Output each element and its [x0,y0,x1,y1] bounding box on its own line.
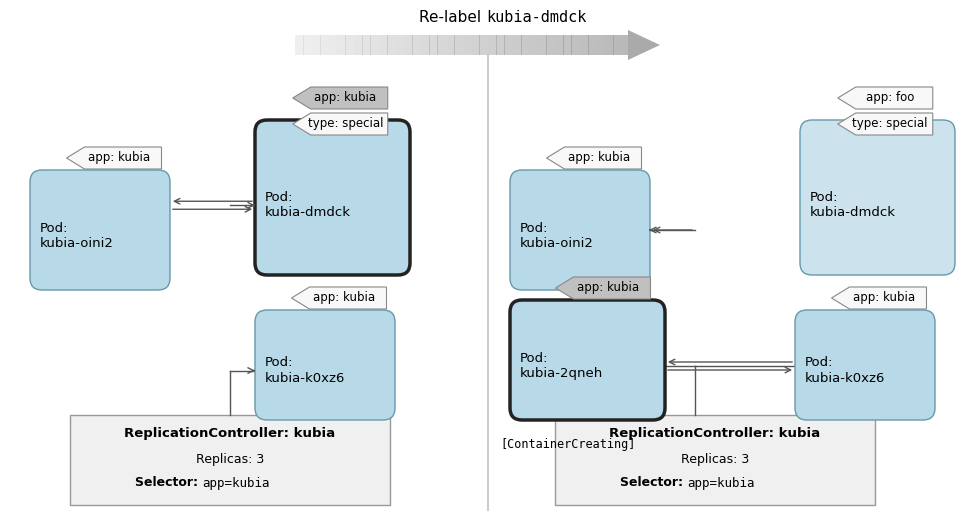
FancyBboxPatch shape [396,35,404,55]
FancyBboxPatch shape [555,415,875,505]
Text: app: kubia: app: kubia [88,152,150,164]
Text: type: special: type: special [308,118,383,131]
FancyBboxPatch shape [446,35,454,55]
FancyBboxPatch shape [320,35,329,55]
Text: Pod:
kubia-dmdck: Pod: kubia-dmdck [810,191,896,219]
Text: Pod:
kubia-oini2: Pod: kubia-oini2 [40,222,114,250]
FancyBboxPatch shape [295,35,304,55]
Polygon shape [628,30,660,60]
Text: Re-label: Re-label [419,10,486,26]
Text: app: kubia: app: kubia [577,282,639,295]
FancyBboxPatch shape [572,35,580,55]
FancyBboxPatch shape [70,415,390,505]
Polygon shape [831,287,926,309]
Text: Replicas: 3: Replicas: 3 [195,453,264,467]
FancyBboxPatch shape [795,310,935,420]
FancyBboxPatch shape [412,35,421,55]
Polygon shape [546,147,642,169]
Polygon shape [293,113,388,135]
FancyBboxPatch shape [510,170,650,290]
Text: Pod:
kubia-2qneh: Pod: kubia-2qneh [520,352,603,380]
Polygon shape [837,87,933,109]
FancyBboxPatch shape [488,35,496,55]
FancyBboxPatch shape [345,35,354,55]
Text: app=kubia: app=kubia [202,476,270,489]
Text: kubia-dmdck: kubia-dmdck [486,10,586,26]
Polygon shape [293,87,388,109]
FancyBboxPatch shape [614,35,622,55]
Text: ReplicationController: kubia: ReplicationController: kubia [610,427,821,439]
Text: Pod:
kubia-dmdck: Pod: kubia-dmdck [265,191,351,219]
Polygon shape [837,113,933,135]
FancyBboxPatch shape [462,35,471,55]
Text: Replicas: 3: Replicas: 3 [681,453,749,467]
FancyBboxPatch shape [421,35,430,55]
Text: app=kubia: app=kubia [687,476,754,489]
Text: type: special: type: special [853,118,928,131]
FancyBboxPatch shape [546,35,555,55]
Text: app: kubia: app: kubia [313,291,375,304]
Text: app: foo: app: foo [866,91,914,104]
FancyBboxPatch shape [513,35,522,55]
FancyBboxPatch shape [538,35,547,55]
FancyBboxPatch shape [800,120,955,275]
FancyBboxPatch shape [354,35,362,55]
FancyBboxPatch shape [30,170,170,290]
Text: Selector:: Selector: [135,476,202,489]
FancyBboxPatch shape [337,35,346,55]
FancyBboxPatch shape [429,35,438,55]
Text: Selector:: Selector: [619,476,687,489]
FancyBboxPatch shape [605,35,614,55]
Text: app: kubia: app: kubia [853,291,915,304]
FancyBboxPatch shape [255,310,395,420]
FancyBboxPatch shape [312,35,320,55]
FancyBboxPatch shape [438,35,446,55]
FancyBboxPatch shape [563,35,572,55]
FancyBboxPatch shape [530,35,538,55]
FancyBboxPatch shape [362,35,371,55]
FancyBboxPatch shape [504,35,513,55]
Polygon shape [556,277,651,299]
FancyBboxPatch shape [471,35,480,55]
Text: app: kubia: app: kubia [315,91,376,104]
FancyBboxPatch shape [328,35,337,55]
Text: Pod:
kubia-k0xz6: Pod: kubia-k0xz6 [805,357,885,384]
Polygon shape [291,287,387,309]
FancyBboxPatch shape [555,35,564,55]
FancyBboxPatch shape [588,35,597,55]
FancyBboxPatch shape [370,35,379,55]
Text: Pod:
kubia-oini2: Pod: kubia-oini2 [520,222,594,250]
Polygon shape [66,147,161,169]
Text: app: kubia: app: kubia [568,152,630,164]
Text: [ContainerCreating]: [ContainerCreating] [500,438,635,451]
FancyBboxPatch shape [510,300,665,420]
FancyBboxPatch shape [579,35,588,55]
Text: Pod:
kubia-k0xz6: Pod: kubia-k0xz6 [265,357,346,384]
FancyBboxPatch shape [387,35,396,55]
FancyBboxPatch shape [621,35,630,55]
FancyBboxPatch shape [480,35,488,55]
FancyBboxPatch shape [404,35,412,55]
FancyBboxPatch shape [255,120,410,275]
FancyBboxPatch shape [496,35,505,55]
FancyBboxPatch shape [521,35,530,55]
FancyBboxPatch shape [379,35,388,55]
FancyBboxPatch shape [304,35,313,55]
Text: ReplicationController: kubia: ReplicationController: kubia [124,427,335,439]
FancyBboxPatch shape [597,35,606,55]
FancyBboxPatch shape [454,35,463,55]
